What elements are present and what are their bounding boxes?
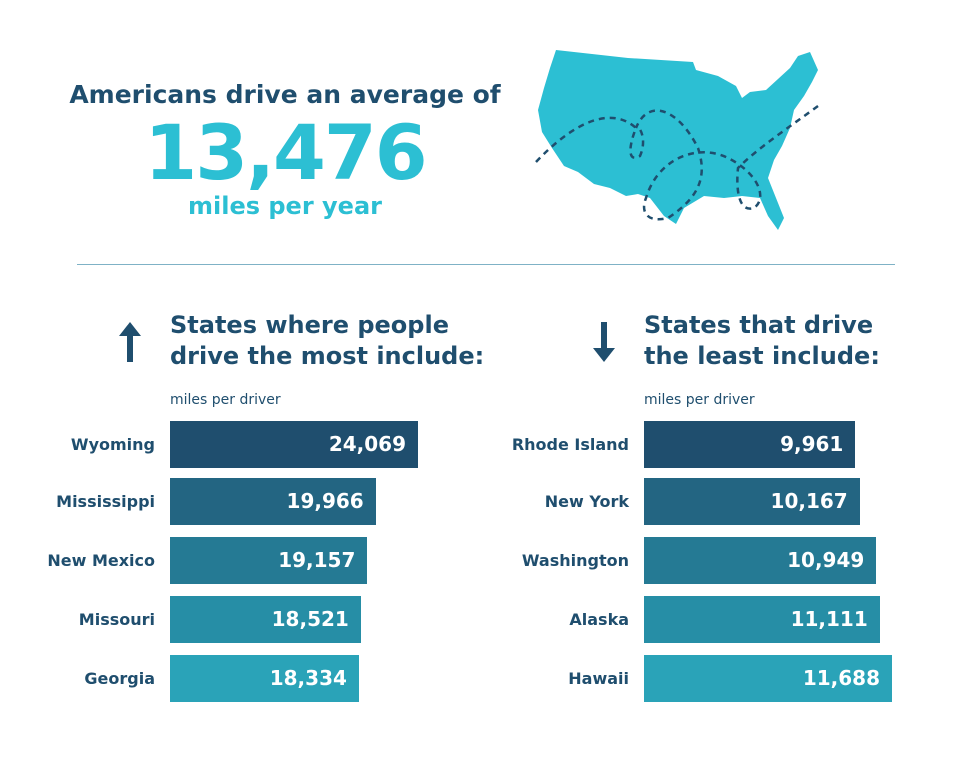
state-label: Alaska <box>569 610 629 629</box>
bar-row: Hawaii 11,688 <box>514 655 970 702</box>
bar-row: Washington 10,949 <box>514 537 970 584</box>
bar: 18,521 <box>170 596 361 643</box>
bar-value-label: 19,157 <box>278 548 356 572</box>
panel-title: States that drive the least include: <box>644 311 880 370</box>
state-label: Hawaii <box>568 669 629 688</box>
bar: 9,961 <box>644 421 856 468</box>
bar: 19,157 <box>170 537 368 584</box>
unit-label: miles per driver <box>170 392 281 408</box>
bar-value-label: 10,949 <box>787 548 865 572</box>
bar: 10,949 <box>644 537 877 584</box>
bar-value-label: 9,961 <box>780 432 844 456</box>
bar-value-label: 18,334 <box>269 666 347 690</box>
state-label: Rhode Island <box>511 435 629 454</box>
unit-label: miles per driver <box>644 392 755 408</box>
bar-row: New Mexico 19,157 <box>40 537 500 584</box>
bar-row: Wyoming 24,069 <box>40 421 500 468</box>
arrow-up-icon <box>119 322 141 362</box>
bar-row: Rhode Island 9,961 <box>511 421 970 468</box>
bar: 24,069 <box>170 421 418 468</box>
panel-title: States where people drive the most inclu… <box>170 311 485 370</box>
bar-row: New York 10,167 <box>514 478 970 525</box>
state-label: New Mexico <box>47 551 155 570</box>
bar: 11,688 <box>644 655 892 702</box>
least-driving-panel: States that drive the least include: mil… <box>511 310 970 720</box>
state-label: Wyoming <box>70 435 155 454</box>
bar-row: Alaska 11,111 <box>514 596 970 643</box>
average-miles-number: 13,476 <box>144 108 427 197</box>
state-label: Washington <box>521 551 629 570</box>
bar: 11,111 <box>644 596 880 643</box>
divider <box>77 264 895 265</box>
bar: 18,334 <box>170 655 359 702</box>
bar: 19,966 <box>170 478 376 525</box>
bar-row: Missouri 18,521 <box>40 596 500 643</box>
headline-unit: miles per year <box>188 192 382 220</box>
bar-row: Mississippi 19,966 <box>40 478 500 525</box>
bar-value-label: 24,069 <box>328 432 406 456</box>
bar-value-label: 18,521 <box>271 607 349 631</box>
arrow-down-icon <box>593 322 615 362</box>
bar: 10,167 <box>644 478 860 525</box>
state-label: Georgia <box>84 669 155 688</box>
us-map-icon <box>535 50 819 230</box>
state-label: New York <box>544 492 629 511</box>
bar-value-label: 11,688 <box>802 666 880 690</box>
bar-value-label: 19,966 <box>286 489 364 513</box>
most-driving-panel: States where people drive the most inclu… <box>40 310 500 720</box>
bar-value-label: 10,167 <box>770 489 848 513</box>
state-label: Mississippi <box>56 492 155 511</box>
state-label: Missouri <box>78 610 155 629</box>
bar-row: Georgia 18,334 <box>40 655 500 702</box>
bar-value-label: 11,111 <box>790 607 868 631</box>
headline-intro: Americans drive an average of <box>69 80 501 109</box>
